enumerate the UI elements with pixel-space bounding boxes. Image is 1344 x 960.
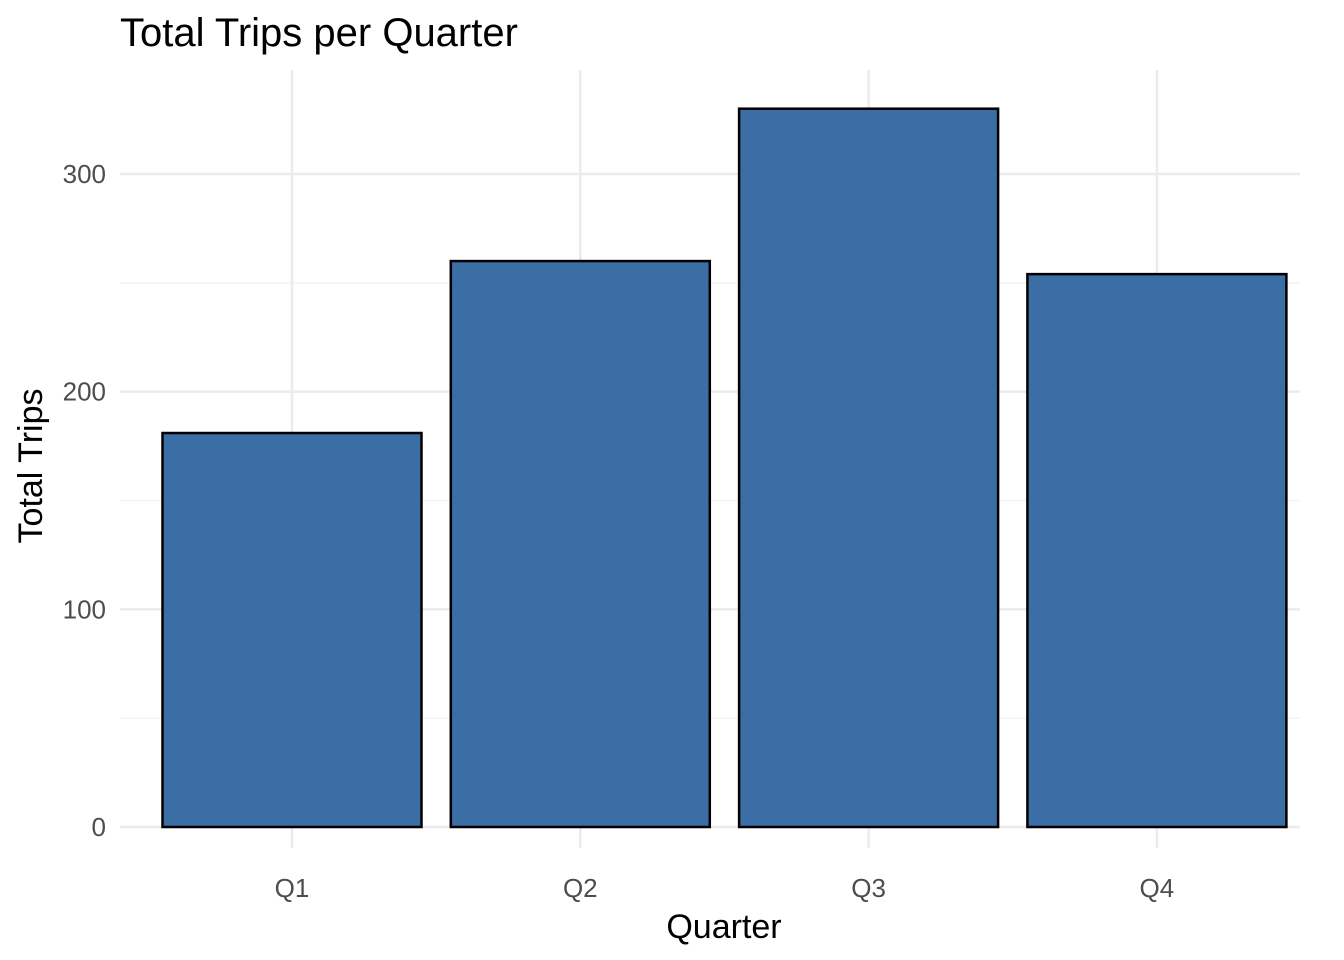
bar-q4 [1026, 272, 1288, 829]
bar-q3 [737, 107, 1000, 829]
bar-q1 [161, 431, 423, 829]
x-tick-label: Q2 [563, 873, 598, 903]
x-tick-label: Q1 [275, 873, 310, 903]
y-tick-label: 200 [63, 377, 106, 407]
x-axis-title: Quarter [666, 908, 781, 946]
y-tick-label: 300 [63, 159, 106, 189]
bar-q2 [449, 259, 712, 829]
y-axis-title: Total Trips [12, 389, 50, 544]
x-tick-label: Q3 [851, 873, 886, 903]
y-tick-label: 0 [92, 812, 106, 842]
chart-title: Total Trips per Quarter [120, 11, 518, 55]
y-tick-label: 100 [63, 594, 106, 624]
x-axis-tick-labels: Q1 Q2 Q3 Q4 [275, 873, 1175, 903]
x-tick-label: Q4 [1140, 873, 1175, 903]
y-axis-tick-labels: 0 100 200 300 [63, 159, 106, 842]
bars [161, 107, 1288, 829]
